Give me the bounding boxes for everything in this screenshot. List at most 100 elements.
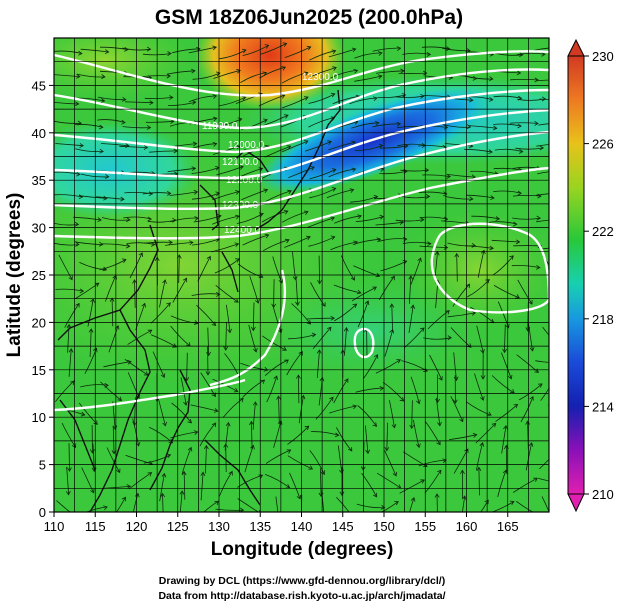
x-tick-label: 140 bbox=[291, 519, 313, 534]
map-title: GSM 18Z06Jun2025 (200.0hPa) bbox=[155, 6, 463, 29]
streamline-arrow bbox=[389, 328, 395, 334]
streamline bbox=[512, 217, 541, 220]
streamline-arrow bbox=[550, 303, 554, 307]
streamline-arrow bbox=[376, 237, 382, 243]
streamline bbox=[78, 195, 107, 199]
streamline-arrow bbox=[509, 500, 515, 506]
streamline bbox=[372, 47, 401, 52]
streamline bbox=[309, 169, 336, 180]
streamline bbox=[310, 282, 326, 307]
streamline bbox=[73, 216, 102, 221]
streamline bbox=[205, 445, 207, 474]
streamline-arrow bbox=[102, 266, 108, 272]
streamline bbox=[100, 381, 122, 401]
streamline bbox=[422, 174, 451, 177]
streamline bbox=[172, 48, 201, 54]
streamline bbox=[419, 216, 448, 220]
streamline-arrow bbox=[400, 68, 405, 74]
streamline bbox=[200, 472, 204, 501]
y-tick-label: 40 bbox=[32, 126, 46, 141]
streamline bbox=[501, 425, 507, 454]
streamline-arrow bbox=[215, 71, 221, 77]
streamline bbox=[493, 123, 522, 127]
streamline bbox=[106, 447, 121, 473]
streamline-arrow bbox=[75, 302, 80, 308]
y-tick-label: 0 bbox=[39, 505, 46, 520]
streamline bbox=[159, 279, 166, 308]
streamline-arrow bbox=[120, 196, 125, 202]
streamline-arrow bbox=[489, 245, 494, 251]
streamline-arrow bbox=[394, 501, 399, 506]
contour-label-7: 12300.0 bbox=[302, 72, 339, 83]
streamline bbox=[515, 147, 544, 150]
streamline bbox=[80, 48, 109, 53]
streamline bbox=[400, 169, 429, 172]
streamline-arrow bbox=[390, 275, 395, 281]
streamline-arrow bbox=[384, 446, 390, 452]
streamline-arrow bbox=[553, 425, 557, 429]
streamline bbox=[242, 379, 265, 398]
streamline-arrow bbox=[223, 443, 229, 448]
streamline-arrow bbox=[517, 123, 522, 129]
streamline bbox=[470, 170, 499, 175]
streamline-arrow bbox=[486, 411, 492, 416]
streamline-arrow bbox=[296, 494, 302, 500]
streamline-arrow bbox=[380, 504, 386, 510]
streamline-arrow bbox=[330, 216, 335, 221]
streamline-arrow bbox=[79, 288, 85, 294]
streamline-arrow bbox=[74, 101, 80, 107]
streamline-arrow bbox=[327, 140, 332, 145]
streamline-arrow bbox=[410, 304, 416, 310]
streamline bbox=[471, 215, 500, 220]
streamline-arrow bbox=[466, 124, 472, 130]
streamline bbox=[197, 256, 211, 282]
y-axis-ticks: 0 5 10 15 20 25 30 35 40 45 bbox=[32, 78, 54, 520]
streamline bbox=[79, 262, 107, 271]
streamline bbox=[397, 143, 426, 147]
streamline-arrow bbox=[126, 484, 132, 489]
streamline-arrow bbox=[67, 467, 72, 472]
streamline bbox=[356, 503, 385, 509]
streamline-arrow bbox=[97, 217, 102, 223]
streamline bbox=[281, 72, 308, 84]
colorbar-tick-label: 210 bbox=[592, 487, 614, 502]
streamline bbox=[328, 141, 356, 151]
contour-label-2: 12000.0 bbox=[228, 140, 265, 151]
y-tick-label: 15 bbox=[32, 363, 46, 378]
streamline bbox=[402, 241, 431, 245]
streamline bbox=[54, 50, 82, 54]
streamline-arrow bbox=[101, 74, 106, 79]
streamline bbox=[237, 263, 263, 278]
streamline bbox=[516, 354, 539, 373]
streamline-arrow bbox=[292, 275, 298, 281]
x-tick-label: 150 bbox=[373, 519, 395, 534]
streamline bbox=[172, 277, 187, 303]
streamline-arrow bbox=[143, 145, 149, 150]
streamline-arrow bbox=[234, 242, 240, 247]
streamline-arrow bbox=[562, 482, 566, 486]
streamline-arrow bbox=[379, 386, 385, 391]
streamline-arrow bbox=[559, 46, 563, 50]
streamline bbox=[525, 442, 532, 471]
streamline bbox=[352, 238, 381, 245]
streamline bbox=[167, 167, 196, 172]
height-contours bbox=[54, 50, 549, 412]
streamline bbox=[442, 124, 471, 128]
streamline bbox=[418, 459, 447, 467]
streamline-arrow bbox=[416, 443, 421, 449]
streamline-arrow bbox=[94, 282, 100, 287]
streamline bbox=[54, 242, 79, 246]
streamline-arrow bbox=[331, 49, 337, 55]
streamline bbox=[191, 192, 220, 200]
streamline bbox=[413, 419, 420, 448]
streamline bbox=[214, 258, 240, 274]
streamline bbox=[81, 467, 95, 493]
streamline-arrow bbox=[536, 512, 540, 516]
streamline bbox=[424, 469, 442, 494]
streamline-arrow bbox=[90, 488, 95, 494]
streamline-arrow bbox=[533, 477, 538, 482]
streamline-arrow bbox=[262, 71, 268, 76]
streamline bbox=[384, 329, 394, 357]
streamline-arrow bbox=[564, 95, 568, 99]
streamline bbox=[541, 496, 549, 512]
